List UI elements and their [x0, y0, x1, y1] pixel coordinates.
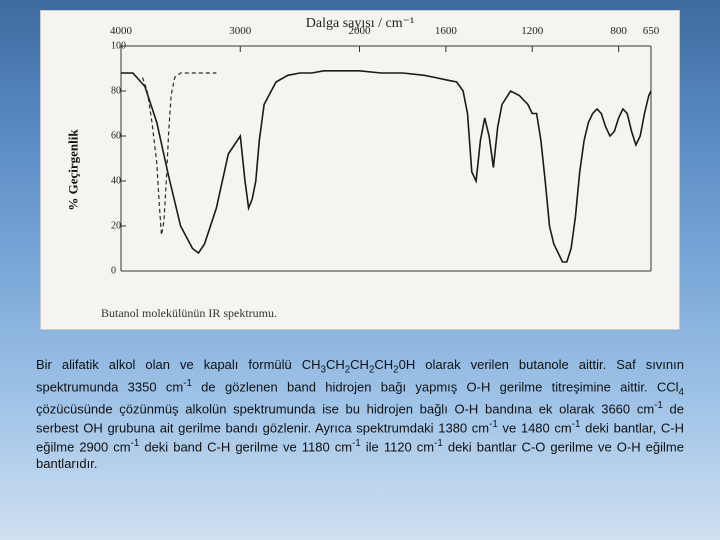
sub: 4 [679, 387, 684, 398]
text: CH [350, 357, 369, 372]
x-tick-label: 1600 [435, 25, 457, 37]
text: ve 1480 cm [498, 420, 572, 435]
sup: -1 [434, 438, 443, 449]
x-tick-label: 2000 [349, 25, 371, 37]
description-paragraph: Bir alifatik alkol olan ve kapalı formül… [36, 356, 684, 473]
ir-spectrum-panel: Dalga sayısı / cm⁻¹ % Geçirgenlik 400030… [40, 10, 680, 330]
sup: -1 [183, 378, 192, 389]
text: CH [326, 357, 345, 372]
text: CH [374, 357, 393, 372]
sup: -1 [489, 419, 498, 430]
text: de gözlenen band hidrojen bağı yapmış O-… [192, 379, 679, 394]
x-tick-label: 650 [643, 25, 660, 37]
x-tick-label: 4000 [110, 25, 132, 37]
plot-area: 40003000200016001200800650020406080100 [111, 41, 661, 291]
spectrum-svg [111, 41, 661, 291]
y-axis-label: % Geçirgenlik [65, 129, 81, 210]
x-tick-label: 3000 [229, 25, 251, 37]
text: deki band C-H gerilme ve 1180 cm [139, 439, 352, 454]
text: çözücüsünde çözünmüş alkolün spektrumund… [36, 401, 654, 416]
text: Bir alifatik alkol olan ve kapalı formül… [36, 357, 321, 372]
x-tick-label: 800 [610, 25, 627, 37]
x-tick-label: 1200 [521, 25, 543, 37]
sup: -1 [654, 400, 663, 411]
text: ile 1120 cm [361, 439, 434, 454]
sup: -1 [352, 438, 361, 449]
spectrum-caption: Butanol molekülünün IR spektrumu. [101, 306, 277, 321]
sup: -1 [131, 438, 140, 449]
